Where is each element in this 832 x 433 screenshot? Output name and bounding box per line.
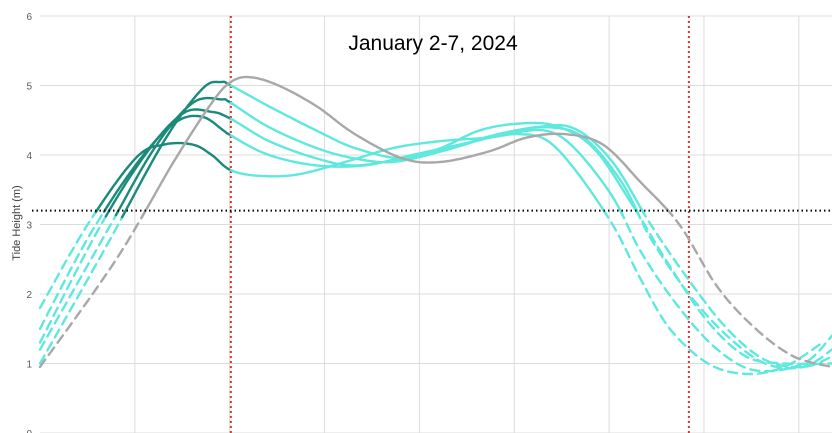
tide-series-line xyxy=(229,128,624,216)
tide-series-line xyxy=(633,207,832,366)
tide-series-line xyxy=(229,117,640,216)
tide-series-line xyxy=(618,208,832,373)
tide-series-line xyxy=(114,96,235,217)
tide-series-line xyxy=(38,207,112,344)
tide-series-line xyxy=(94,141,235,214)
tick-layer: 0 1 2 3 4 5 6 xyxy=(26,12,32,433)
tide-series-line xyxy=(229,101,646,216)
y-axis-label: Tide Height (m) xyxy=(11,185,23,260)
series-layer xyxy=(38,75,832,376)
y-tick-label: 5 xyxy=(26,82,32,93)
tide-series-line xyxy=(602,208,824,376)
tide-series-line xyxy=(38,206,122,351)
tide-series-line xyxy=(102,114,235,213)
y-tick-label: 2 xyxy=(26,290,32,301)
y-tick-label: 3 xyxy=(26,221,32,232)
tide-series-line xyxy=(38,204,102,310)
tide-series-line xyxy=(121,80,235,219)
tide-series-line xyxy=(38,206,129,365)
tide-series-line xyxy=(38,204,110,330)
tide-series-line xyxy=(665,207,832,369)
tide-series-line xyxy=(229,84,640,215)
tide-series-line xyxy=(229,132,608,217)
grid-layer xyxy=(40,15,832,433)
y-tick-label: 6 xyxy=(26,12,32,23)
tide-series-line xyxy=(141,75,671,218)
tide-series-line xyxy=(104,108,235,218)
tide-series-line xyxy=(38,206,149,369)
y-tick-label: 1 xyxy=(26,360,32,371)
tide-series-line xyxy=(640,207,832,369)
y-tick-label: 4 xyxy=(26,151,32,162)
chart-title: January 2-7, 2024 xyxy=(348,32,518,55)
y-tick-label: 0 xyxy=(26,429,32,433)
